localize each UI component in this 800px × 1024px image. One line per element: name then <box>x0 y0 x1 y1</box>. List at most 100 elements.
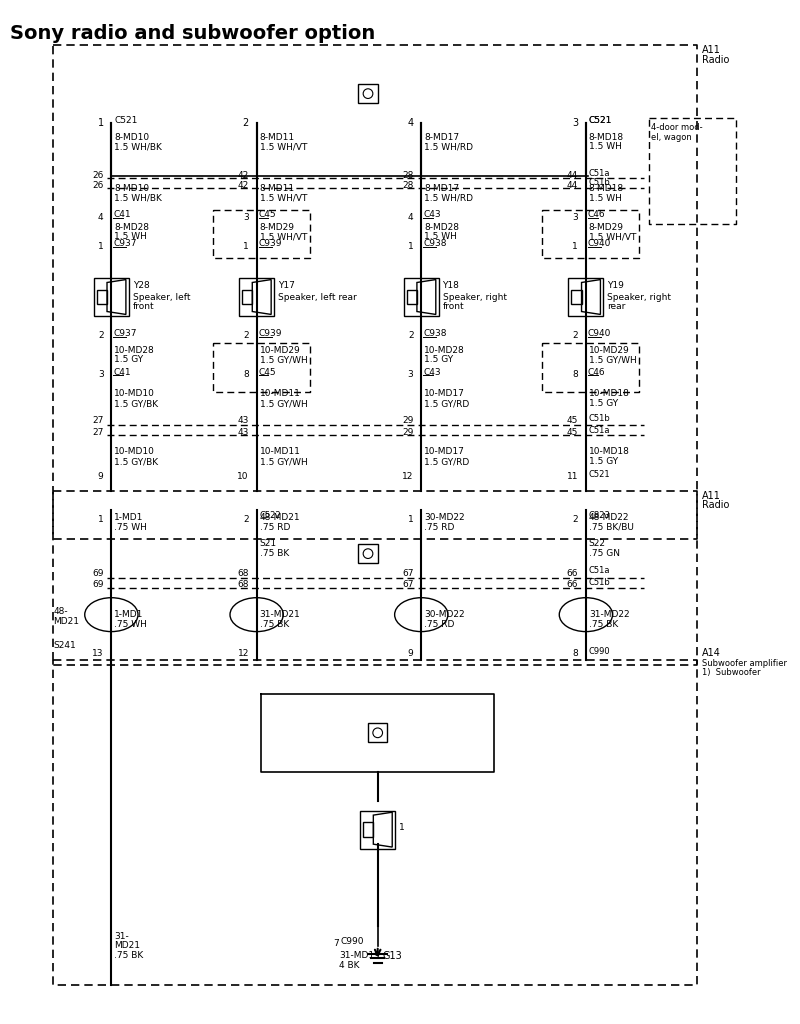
Text: 10-MD28: 10-MD28 <box>114 346 155 354</box>
Text: 10-MD29: 10-MD29 <box>589 346 630 354</box>
Text: Speaker, right: Speaker, right <box>607 293 671 301</box>
Bar <box>404 279 438 315</box>
Text: .75 GN: .75 GN <box>589 549 620 558</box>
Text: C43: C43 <box>423 368 441 377</box>
Text: .75 BK/BU: .75 BK/BU <box>589 523 634 532</box>
Text: 3: 3 <box>572 118 578 128</box>
Text: 1.5 WH/RD: 1.5 WH/RD <box>424 194 473 203</box>
Text: 48-MD21: 48-MD21 <box>259 513 300 522</box>
Text: 48-MD22: 48-MD22 <box>589 513 630 522</box>
Text: .75 RD: .75 RD <box>259 523 290 532</box>
Text: 28: 28 <box>402 181 414 190</box>
Text: 1: 1 <box>399 823 405 833</box>
Text: 1.5 WH/RD: 1.5 WH/RD <box>424 142 473 152</box>
Text: Radio: Radio <box>702 500 730 510</box>
Text: C51b: C51b <box>589 414 610 423</box>
Text: 10-MD18: 10-MD18 <box>589 447 630 457</box>
Text: el, wagon: el, wagon <box>650 133 691 141</box>
Text: 2: 2 <box>573 331 578 340</box>
Bar <box>569 279 603 315</box>
Text: 2: 2 <box>243 331 249 340</box>
Text: 8-MD18: 8-MD18 <box>589 133 624 141</box>
Text: 4: 4 <box>98 213 104 222</box>
Text: 10-MD18: 10-MD18 <box>589 389 630 398</box>
Text: 12: 12 <box>402 472 414 480</box>
Text: 10-MD17: 10-MD17 <box>424 447 465 457</box>
Text: C939: C939 <box>258 330 282 338</box>
Text: 8-MD28: 8-MD28 <box>424 223 459 231</box>
Text: 67: 67 <box>402 568 414 578</box>
Text: 1.5 WH/VT: 1.5 WH/VT <box>259 232 307 242</box>
Text: C51a: C51a <box>589 565 610 574</box>
Text: 1.5 GY: 1.5 GY <box>114 355 143 365</box>
Text: 1-MD1: 1-MD1 <box>114 513 144 522</box>
Text: 30-MD22: 30-MD22 <box>424 610 465 620</box>
Text: 10-MD10: 10-MD10 <box>114 447 155 457</box>
Text: 42: 42 <box>238 171 249 180</box>
Text: 10-MD10: 10-MD10 <box>114 389 155 398</box>
Text: C45: C45 <box>258 210 276 219</box>
Text: .75 BK: .75 BK <box>259 620 289 629</box>
Text: 3: 3 <box>573 213 578 222</box>
Text: 10-MD17: 10-MD17 <box>424 389 465 398</box>
Text: S21: S21 <box>259 540 277 549</box>
Text: 31-MD22: 31-MD22 <box>589 610 630 620</box>
Text: 1.5 GY/WH: 1.5 GY/WH <box>259 457 307 466</box>
Text: 8-MD17: 8-MD17 <box>424 184 459 194</box>
Text: S241: S241 <box>54 641 76 650</box>
Text: 8-MD28: 8-MD28 <box>114 223 150 231</box>
Text: C46: C46 <box>588 368 606 377</box>
Text: 3: 3 <box>408 370 414 379</box>
Text: 9: 9 <box>408 649 414 657</box>
Text: 8-MD17: 8-MD17 <box>424 133 459 141</box>
Text: 68: 68 <box>238 568 249 578</box>
Bar <box>358 544 378 563</box>
Bar <box>358 84 378 103</box>
Text: 1.5 WH/BK: 1.5 WH/BK <box>114 142 162 152</box>
Bar <box>406 290 417 304</box>
Text: 4-door mod-: 4-door mod- <box>650 123 702 132</box>
Text: .75 BK: .75 BK <box>114 951 143 961</box>
Text: 1: 1 <box>573 242 578 251</box>
Text: 8: 8 <box>573 649 578 657</box>
Text: 8-MD10: 8-MD10 <box>114 133 150 141</box>
Text: Y18: Y18 <box>442 281 459 290</box>
Text: C990: C990 <box>341 938 364 946</box>
Text: 31-MD19: 31-MD19 <box>339 951 380 961</box>
Text: 10-MD11: 10-MD11 <box>259 447 301 457</box>
Text: A11: A11 <box>702 490 721 501</box>
Text: 10: 10 <box>238 472 249 480</box>
Text: 45: 45 <box>566 417 578 425</box>
Text: 1: 1 <box>98 118 104 128</box>
Text: 1: 1 <box>408 242 414 251</box>
Text: 67: 67 <box>402 581 414 589</box>
Text: C937: C937 <box>114 240 137 248</box>
Text: front: front <box>133 302 154 311</box>
Text: .75 WH: .75 WH <box>114 523 147 532</box>
Text: 1.5 GY/WH: 1.5 GY/WH <box>259 399 307 408</box>
Text: 8-MD11: 8-MD11 <box>259 184 294 194</box>
Text: C521: C521 <box>114 117 138 125</box>
Text: 44: 44 <box>567 171 578 180</box>
Text: 1: 1 <box>243 242 249 251</box>
Text: A11: A11 <box>702 45 721 55</box>
Text: 29: 29 <box>402 417 414 425</box>
Text: 4: 4 <box>408 213 414 222</box>
Bar <box>571 290 582 304</box>
Bar <box>242 290 252 304</box>
Text: 1.5 WH: 1.5 WH <box>589 142 622 152</box>
Text: C51a: C51a <box>589 426 610 435</box>
Text: 1.5 GY: 1.5 GY <box>589 457 618 466</box>
Text: C41: C41 <box>114 368 131 377</box>
Text: C521: C521 <box>589 117 612 125</box>
Text: C939: C939 <box>258 240 282 248</box>
Text: 43: 43 <box>238 417 249 425</box>
Text: 28: 28 <box>402 171 414 180</box>
Text: Speaker, left rear: Speaker, left rear <box>278 293 357 301</box>
Bar <box>239 279 274 315</box>
Text: C45: C45 <box>258 368 276 377</box>
Text: .75 RD: .75 RD <box>424 620 454 629</box>
Text: 1.5 WH/VT: 1.5 WH/VT <box>259 194 307 203</box>
Text: 68: 68 <box>238 581 249 589</box>
Text: C938: C938 <box>423 330 446 338</box>
